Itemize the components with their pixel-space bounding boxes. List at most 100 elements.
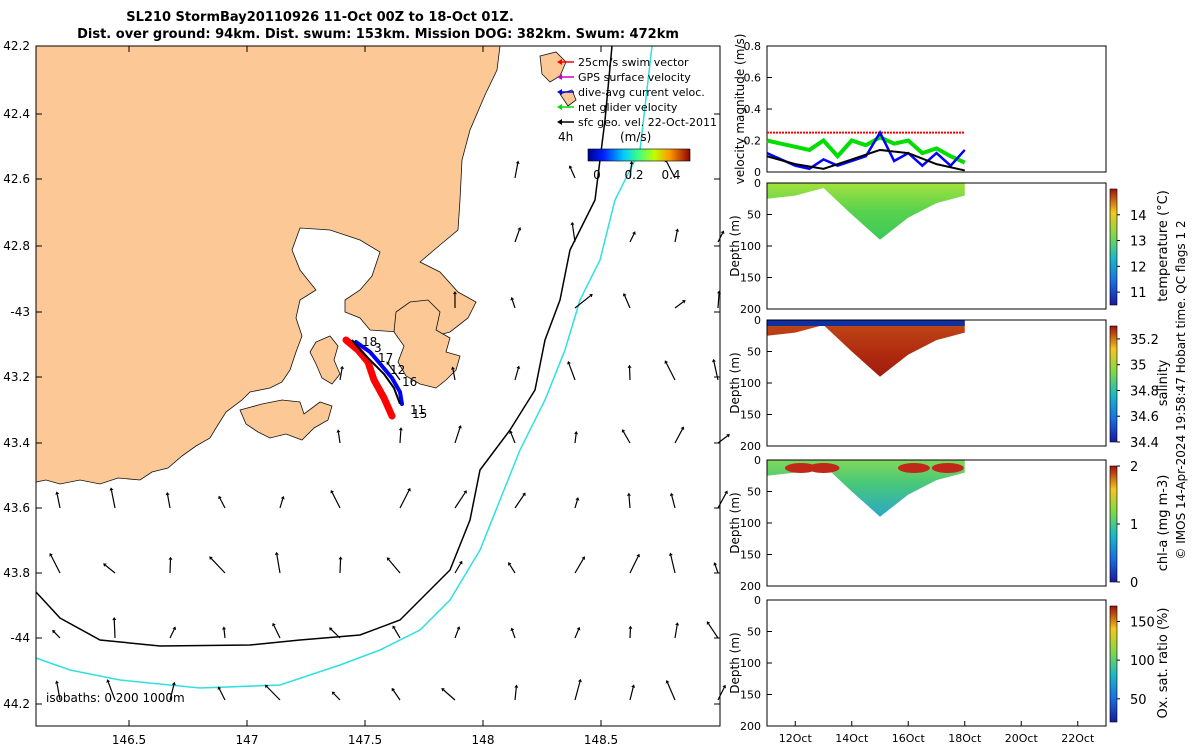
current-arrow <box>441 688 456 701</box>
section-y-tick-label: 100 <box>740 517 761 530</box>
map-y-tick-label: 43.6 <box>3 501 30 515</box>
section-ylabel: Depth (m) <box>728 492 742 553</box>
chl-max-patch <box>784 463 817 473</box>
section-panel-chl-a: 0 50 100 150 200 Depth (m) 0 1 2 chl-a (mg m-3) <box>728 454 1171 593</box>
legend-arrowhead <box>557 74 562 80</box>
velocity-y-axis: 0 0.2 0.4 0.6 0.8 <box>744 40 772 179</box>
legend-entry-gps: GPS surface velocity <box>557 71 691 84</box>
map-x-tick-label: 147 <box>236 733 259 747</box>
current-arrow <box>55 680 61 701</box>
current-arrow <box>514 684 519 701</box>
current-arrow <box>674 228 680 243</box>
current-arrow <box>674 426 685 444</box>
colorbar-tick-label: 100 <box>1130 654 1155 669</box>
section-y-tick-label: 150 <box>740 409 761 422</box>
current-arrow <box>103 563 116 574</box>
track-label-15: 15 <box>412 407 427 421</box>
current-arrow <box>574 556 586 574</box>
current-arrow <box>165 491 171 509</box>
legend-arrowhead <box>557 59 562 65</box>
track-label-11: 11 <box>410 403 425 417</box>
current-arrow <box>510 627 516 639</box>
current-arrow <box>574 431 579 444</box>
footer-credit: © IMOS 14-Apr-2024 19:58:47 Hobart time.… <box>1174 220 1188 559</box>
section-axes <box>767 460 1106 586</box>
section-colorbar <box>1109 188 1118 306</box>
track-label-3: 3 <box>374 341 382 355</box>
section-field-salinity <box>767 320 965 377</box>
map-x-tick-label: 147.5 <box>348 733 382 747</box>
current-arrow <box>668 552 676 574</box>
current-arrow <box>112 617 117 639</box>
current-arrow <box>338 556 343 574</box>
section-y-tick-label: 0 <box>754 177 761 190</box>
land-masses <box>35 45 577 485</box>
map-x-tick-label: 148 <box>472 733 495 747</box>
map-y-tick-label: 44.2 <box>3 697 30 711</box>
current-arrow <box>386 557 401 574</box>
current-arrow <box>331 691 341 701</box>
map-y-tick-label: 43.8 <box>3 566 30 580</box>
current-arrow <box>568 165 576 179</box>
section-y-tick-label: 100 <box>740 657 761 670</box>
current-arrow <box>674 622 680 639</box>
chl-max-patch <box>931 463 964 473</box>
colorbar-tick-label: 11 <box>1130 286 1147 301</box>
current-arrow <box>626 492 631 509</box>
current-arrow <box>49 552 61 574</box>
map-colorbar-tick-1: 0.2 <box>624 168 643 182</box>
map-x-tick-label: 148.5 <box>584 733 618 747</box>
map-colorbar-tick-0: 0 <box>593 168 601 182</box>
current-arrow <box>514 226 522 243</box>
map-x-axis: 146.5 147 147.5 148 148.5 <box>112 46 618 747</box>
current-arrow <box>629 553 640 574</box>
velocity-axes <box>766 45 1107 173</box>
current-arrow <box>454 425 462 444</box>
current-arrow <box>669 492 676 509</box>
colorbar-label: Ox. sat. ratio (%) <box>1156 608 1171 719</box>
colorbar-tick-label: 12 <box>1130 260 1147 275</box>
current-arrow <box>329 627 341 639</box>
current-arrow <box>713 562 719 574</box>
legend-arrowhead <box>557 104 562 110</box>
section-y-tick-label: 150 <box>740 689 761 702</box>
current-arrow <box>168 556 173 574</box>
colorbar-tick-label: 150 <box>1130 615 1155 630</box>
current-arrow <box>106 679 116 701</box>
current-arrow <box>279 495 285 509</box>
current-arrow <box>454 560 463 574</box>
current-arrow <box>514 492 526 509</box>
current-arrow <box>567 360 576 381</box>
current-arrow <box>272 622 281 639</box>
current-arrow <box>629 684 636 701</box>
colorbar-tick-label: 35.2 <box>1130 333 1159 348</box>
velocity-ylabel: velocity magnitude (m/s) <box>733 34 747 185</box>
velocity-series-2 <box>766 130 966 171</box>
legend-label: 25cm/s swim vector <box>578 56 689 69</box>
section-y-tick-label: 200 <box>740 303 761 316</box>
velocity-panel: 0 0.2 0.4 0.6 0.8 velocity magnitude (m/s) <box>733 34 1107 185</box>
track-label-17: 17 <box>378 351 393 365</box>
current-arrow <box>217 686 226 701</box>
section-y-tick-label: 200 <box>740 440 761 453</box>
section-y-tick-label: 150 <box>740 549 761 562</box>
current-arrow <box>454 490 467 509</box>
section-ylabel: Depth (m) <box>728 632 742 693</box>
current-vectors <box>49 158 730 701</box>
current-arrow <box>717 684 726 701</box>
section-y-tick-label: 100 <box>740 377 761 390</box>
figure-title-line2: Dist. over ground: 94km. Dist. swum: 153… <box>77 27 679 42</box>
track-path <box>351 339 401 405</box>
section-axes <box>767 600 1106 726</box>
chl-max-patch <box>807 463 840 473</box>
bruny-island <box>239 399 333 441</box>
map-panel: 18 3 17 12 16 11 15 42.242.442.642.8-434… <box>3 39 730 747</box>
current-arrow <box>574 497 580 509</box>
legend-entry-net: net glider velocity <box>557 101 678 114</box>
map-legend: 25cm/s swim vector GPS surface velocity di… <box>557 56 717 182</box>
current-arrow <box>510 296 516 309</box>
current-arrow <box>717 490 728 509</box>
current-arrow <box>55 491 61 509</box>
colorbar-tick-label: 34.6 <box>1130 410 1159 425</box>
isobath-200m <box>35 45 613 647</box>
